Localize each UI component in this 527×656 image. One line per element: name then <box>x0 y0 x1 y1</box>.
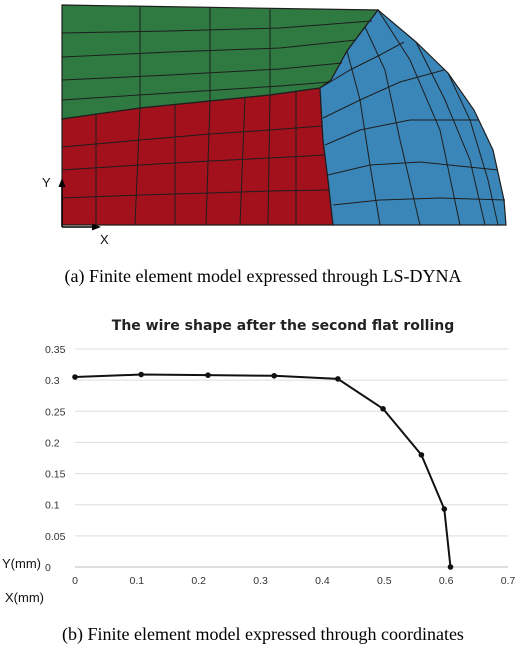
mesh-line <box>267 94 271 226</box>
series-line <box>74 373 452 568</box>
mesh-line <box>327 161 499 176</box>
x-tick-label: 0.5 <box>377 575 392 587</box>
mesh-line <box>61 154 326 171</box>
chart-plot: 0 0.05 0.1 0.15 0.2 0.25 0.3 0.35 0 0.1 0.2 0.3 0.4 0… <box>45 344 515 587</box>
caption-b: (b) Finite element model expressed throu… <box>62 624 464 645</box>
mesh-line <box>205 100 211 226</box>
x-tick-label: 0.4 <box>315 575 330 587</box>
y-axis-label: Y(mm) <box>2 556 41 571</box>
axis-triad: Y X <box>42 175 109 247</box>
data-point <box>271 372 277 379</box>
y-tick-label: 0.35 <box>45 344 66 356</box>
mesh-x-axis-label: X <box>100 232 109 247</box>
caption-a: (a) Finite element model expressed throu… <box>65 266 462 287</box>
mesh-line <box>134 107 141 226</box>
x-tick-label: 0.2 <box>191 575 206 587</box>
y-tick-label: 0.25 <box>45 406 66 418</box>
mesh-line <box>319 41 405 89</box>
x-tick-label: 0 <box>72 575 78 587</box>
data-point <box>205 372 211 378</box>
mesh-lines <box>61 7 506 226</box>
mesh-line <box>346 50 381 226</box>
mesh-line <box>332 197 506 206</box>
mesh-line <box>415 41 486 226</box>
mesh-line <box>239 96 246 226</box>
y-tick-label: 0.2 <box>45 437 60 449</box>
fe-mesh-panel: Y X <box>42 4 507 247</box>
x-tick-label: 0.7 <box>501 575 516 587</box>
x-tick-label: 0.1 <box>130 575 145 587</box>
data-point <box>138 371 144 378</box>
x-tick-label: 0.3 <box>253 575 268 587</box>
y-tick-label: 0.05 <box>45 531 66 543</box>
mesh-line <box>61 39 357 58</box>
mesh-line <box>447 72 499 226</box>
data-point <box>380 405 386 412</box>
mesh-line <box>377 9 461 226</box>
data-point <box>72 374 78 380</box>
data-point <box>447 564 454 570</box>
data-point <box>418 452 425 458</box>
x-tick-label: 0.6 <box>439 575 454 587</box>
mesh-line <box>61 81 331 101</box>
mesh-region-right <box>319 9 507 226</box>
mesh-line <box>364 26 421 226</box>
x-axis-label: X(mm) <box>5 590 44 605</box>
mesh-line <box>322 69 445 119</box>
mesh-line <box>61 125 323 148</box>
mesh-line <box>61 189 330 199</box>
data-point <box>441 506 448 512</box>
y-tick-label: 0 <box>45 562 51 574</box>
data-point <box>335 376 341 382</box>
y-tick-label: 0.3 <box>45 375 60 387</box>
mesh-line <box>61 62 343 81</box>
mesh-y-axis-label: Y <box>42 175 51 190</box>
y-tick-label: 0.15 <box>45 469 66 481</box>
y-tick-label: 0.1 <box>45 500 60 512</box>
mesh-line <box>324 119 478 146</box>
mesh-line <box>61 20 373 34</box>
chart-title: The wire shape after the second flat rol… <box>112 318 454 334</box>
